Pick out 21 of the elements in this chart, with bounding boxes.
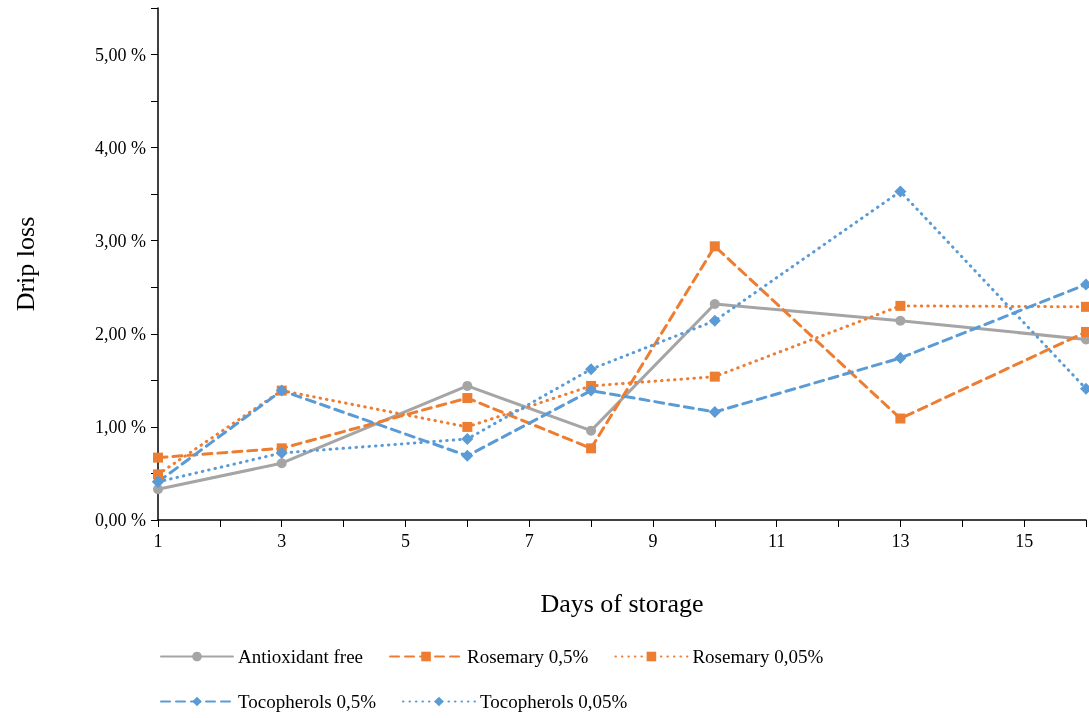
y-tick-label: 1,00 % <box>95 416 146 437</box>
x-tick-label: 7 <box>524 531 534 551</box>
x-axis-title: Days of storage <box>540 588 704 618</box>
x-tick-label: 9 <box>648 531 658 551</box>
legend-label: Rosemary 0,5% <box>467 646 589 667</box>
x-tick-label: 3 <box>277 531 287 551</box>
legend-label: Antioxidant free <box>238 646 364 667</box>
x-tick-label: 11 <box>767 531 786 551</box>
legend-label: Rosemary 0,05% <box>692 646 824 667</box>
x-tick-label: 5 <box>400 531 410 551</box>
y-tick-label: 2,00 % <box>95 323 146 344</box>
y-tick-label: 0,00 % <box>95 510 146 530</box>
legend-label: Tocopherols 0,5% <box>238 691 377 712</box>
y-tick-label: 4,00 % <box>95 137 146 158</box>
y-tick-label: 5,00 % <box>95 44 146 65</box>
y-axis-title: Drip loss <box>10 216 40 312</box>
x-tick-label: 13 <box>891 531 910 551</box>
legend-label: Tocopherols 0,05% <box>479 691 628 712</box>
y-tick-label: 3,00 % <box>95 230 146 251</box>
x-tick-label: 15 <box>1015 531 1034 551</box>
x-tick-label: 1 <box>153 531 163 551</box>
